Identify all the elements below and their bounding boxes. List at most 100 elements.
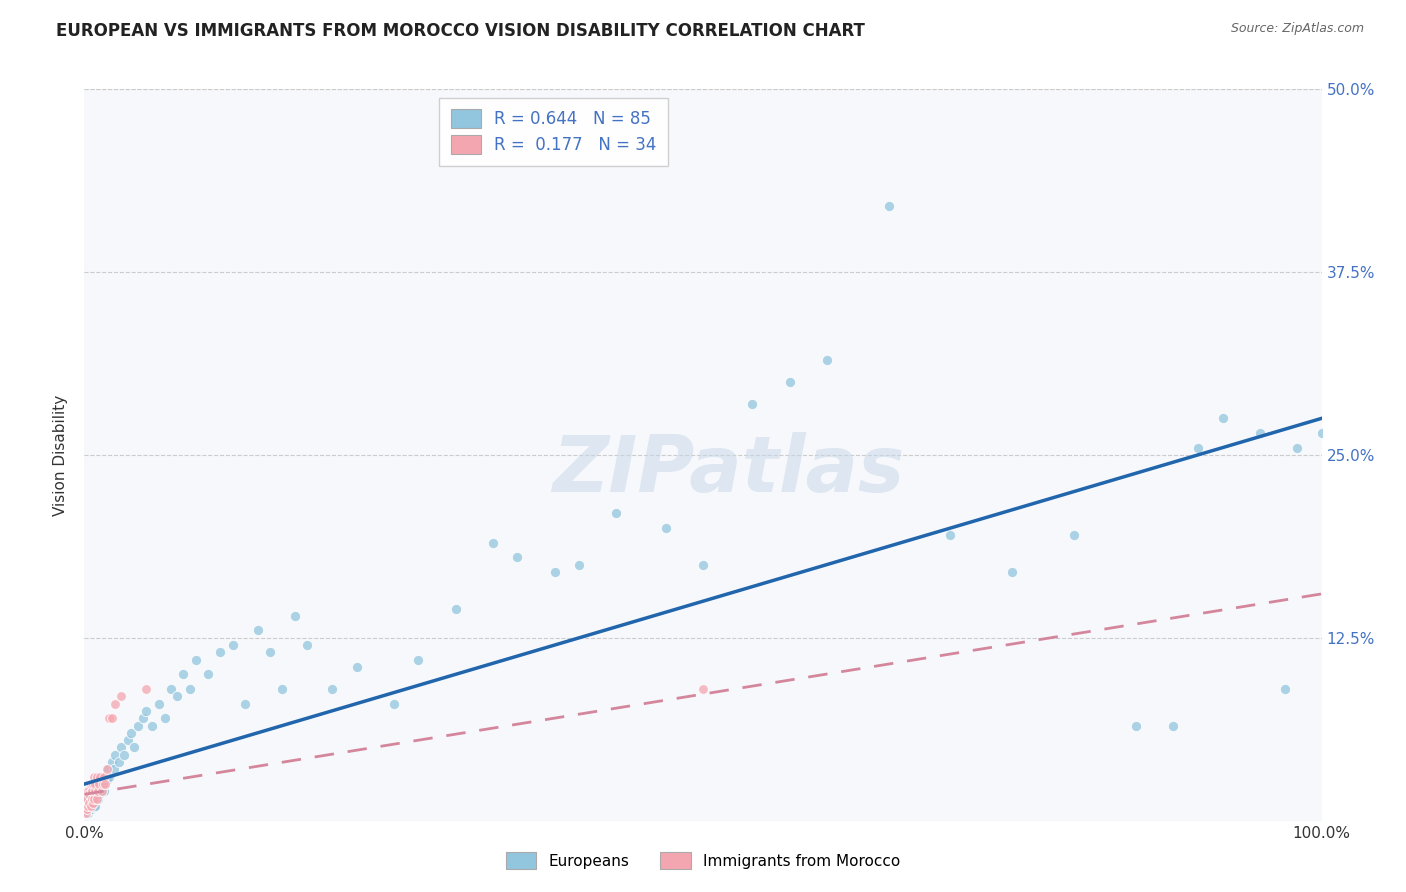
- Point: [246, 624, 269, 638]
- Point: [110, 690, 132, 704]
- Point: [86, 770, 108, 784]
- Point: [655, 521, 678, 535]
- Point: [82, 796, 104, 810]
- Point: [1212, 411, 1234, 425]
- Point: [86, 791, 108, 805]
- Point: [83, 791, 105, 805]
- Point: [1285, 441, 1308, 455]
- Point: [1187, 441, 1209, 455]
- Point: [82, 784, 104, 798]
- Point: [77, 784, 100, 798]
- Point: [77, 806, 100, 821]
- Point: [209, 645, 232, 659]
- Point: [80, 799, 103, 814]
- Point: [76, 796, 98, 810]
- Point: [89, 770, 111, 784]
- Point: [80, 791, 103, 805]
- Point: [1161, 718, 1184, 732]
- Point: [83, 770, 105, 784]
- Point: [321, 681, 343, 696]
- Point: [76, 802, 98, 816]
- Y-axis label: Vision Disability: Vision Disability: [53, 394, 69, 516]
- Point: [79, 787, 101, 801]
- Point: [98, 770, 121, 784]
- Point: [222, 638, 245, 652]
- Point: [80, 784, 103, 798]
- Point: [153, 711, 176, 725]
- Text: Source: ZipAtlas.com: Source: ZipAtlas.com: [1230, 22, 1364, 36]
- Point: [87, 791, 110, 805]
- Point: [86, 784, 108, 798]
- Point: [779, 375, 801, 389]
- Point: [179, 681, 201, 696]
- Point: [108, 755, 131, 769]
- Point: [1274, 681, 1296, 696]
- Point: [76, 791, 98, 805]
- Point: [135, 704, 157, 718]
- Point: [79, 796, 101, 810]
- Point: [96, 772, 118, 787]
- Point: [93, 770, 115, 784]
- Point: [90, 784, 112, 798]
- Point: [112, 747, 135, 762]
- Point: [80, 791, 103, 805]
- Point: [79, 777, 101, 791]
- Point: [444, 601, 467, 615]
- Point: [104, 747, 127, 762]
- Legend: Europeans, Immigrants from Morocco: Europeans, Immigrants from Morocco: [499, 846, 907, 875]
- Point: [259, 645, 281, 659]
- Point: [103, 763, 125, 777]
- Point: [94, 777, 117, 791]
- Point: [815, 352, 838, 367]
- Point: [1310, 425, 1333, 440]
- Point: [84, 799, 107, 814]
- Point: [79, 802, 101, 816]
- Point: [605, 507, 627, 521]
- Point: [1125, 718, 1147, 732]
- Point: [408, 653, 430, 667]
- Point: [97, 763, 120, 777]
- Point: [127, 718, 149, 732]
- Point: [75, 806, 97, 821]
- Point: [89, 781, 111, 796]
- Point: [1249, 425, 1271, 440]
- Point: [741, 397, 763, 411]
- Point: [141, 718, 163, 732]
- Point: [481, 535, 503, 549]
- Point: [90, 777, 112, 791]
- Point: [82, 796, 104, 810]
- Point: [83, 800, 105, 814]
- Legend: R = 0.644   N = 85, R =  0.177   N = 34: R = 0.644 N = 85, R = 0.177 N = 34: [439, 97, 668, 166]
- Point: [110, 740, 132, 755]
- Point: [100, 755, 122, 769]
- Point: [184, 653, 207, 667]
- Point: [135, 681, 157, 696]
- Point: [1001, 565, 1024, 579]
- Point: [82, 777, 104, 791]
- Point: [84, 791, 107, 805]
- Point: [77, 799, 100, 814]
- Point: [79, 799, 101, 814]
- Point: [93, 784, 115, 798]
- Point: [122, 740, 145, 755]
- Point: [166, 690, 188, 704]
- Point: [197, 667, 219, 681]
- Point: [84, 777, 107, 791]
- Point: [271, 681, 294, 696]
- Point: [172, 667, 194, 681]
- Point: [76, 802, 98, 816]
- Point: [120, 726, 142, 740]
- Point: [79, 787, 101, 801]
- Point: [75, 799, 97, 814]
- Point: [87, 784, 110, 798]
- Point: [1063, 528, 1085, 542]
- Point: [77, 791, 100, 805]
- Point: [91, 770, 114, 784]
- Point: [939, 528, 962, 542]
- Point: [96, 763, 118, 777]
- Point: [75, 799, 97, 814]
- Point: [98, 711, 121, 725]
- Point: [79, 804, 101, 818]
- Point: [104, 697, 127, 711]
- Point: [117, 733, 139, 747]
